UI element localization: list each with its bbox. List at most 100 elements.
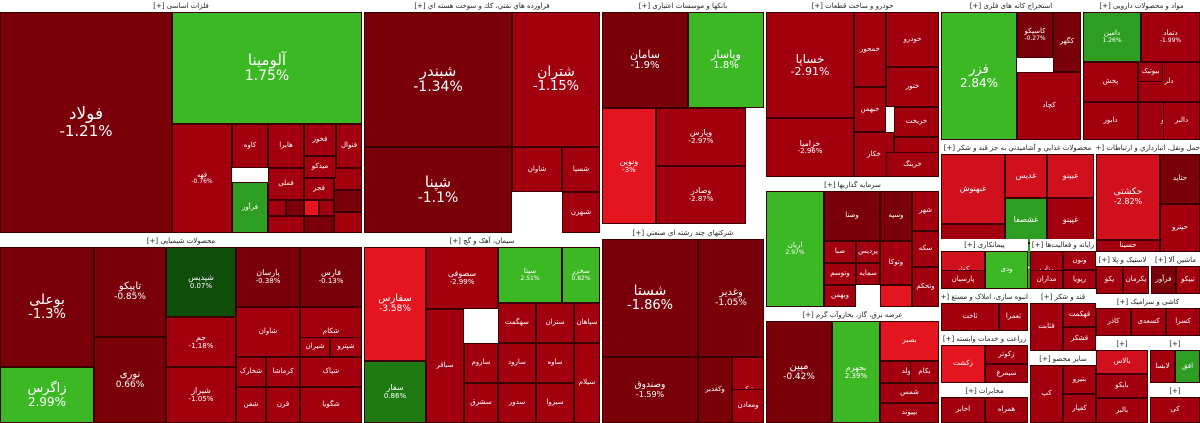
sector-title[interactable]: محصولات شیمیایی [+] (0, 235, 362, 247)
minor-stock-tile[interactable] (268, 216, 304, 233)
sector-title[interactable]: فراورده هاي نفتي، كك و سوخت هسته اي [+] (364, 0, 600, 12)
stock-tile[interactable]: فملی (268, 168, 304, 200)
stock-tile[interactable]: شبهرن (562, 192, 600, 233)
stock-tile[interactable]: پکرمان (1123, 266, 1149, 294)
stock-tile[interactable]: شبندر -1.34% (364, 12, 512, 147)
sector-title[interactable]: استخراج کانه های فلزی [+] (941, 0, 1081, 12)
sector-title[interactable]: پیمانکاری [+] (941, 239, 1028, 251)
stock-tile[interactable]: سیمرغ (985, 364, 1028, 383)
stock-tile[interactable]: حسینا (1096, 240, 1160, 252)
stock-tile[interactable]: فرآور (1151, 266, 1176, 294)
stock-tile[interactable]: شپترو (330, 337, 362, 357)
stock-tile[interactable]: کاوه (232, 124, 268, 168)
sector-title[interactable]: بانکها و موسسات اعتباری [+] (602, 0, 764, 12)
stock-tile[interactable]: زکوثر (985, 345, 1028, 364)
stock-tile[interactable]: ونون (1063, 251, 1096, 270)
minor-stock-tile[interactable] (334, 168, 362, 190)
minor-stock-tile[interactable] (286, 200, 304, 216)
stock-tile[interactable]: قثابت (1030, 303, 1063, 351)
minor-stock-tile[interactable] (304, 216, 334, 233)
stock-tile[interactable]: قرن (266, 387, 300, 423)
stock-tile[interactable]: وتوسم (824, 263, 856, 285)
stock-tile[interactable]: شهر (912, 191, 939, 231)
sector-title[interactable]: خودرو و ساخت قطعات [+] (766, 0, 939, 12)
sector-title[interactable]: [+] (1150, 385, 1200, 397)
stock-tile[interactable]: فهه -0.76% (172, 124, 232, 233)
stock-tile[interactable]: پارسان -0.38% (236, 247, 300, 307)
stock-tile[interactable]: ستران (536, 303, 574, 343)
sector-title[interactable]: زراعت و خدمات وابسته [+] (941, 333, 1028, 345)
minor-stock-tile[interactable] (334, 212, 362, 233)
stock-tile[interactable]: ومعادن (732, 389, 764, 423)
stock-tile[interactable]: بپیوند (880, 403, 939, 423)
stock-tile[interactable]: شپاک (300, 357, 362, 387)
stock-tile[interactable]: کی (1150, 397, 1200, 423)
stock-tile[interactable]: غبینو (1047, 154, 1094, 198)
stock-tile[interactable]: شپنا -1.1% (364, 147, 512, 233)
stock-tile[interactable]: ونوین -3% (602, 108, 656, 224)
stock-tile[interactable]: فجر (304, 178, 334, 200)
stock-tile[interactable]: دالبر (1163, 102, 1200, 140)
stock-tile[interactable]: وپارس -2.97% (656, 108, 746, 166)
stock-tile[interactable]: شخارک (236, 357, 266, 387)
stock-tile[interactable]: خساپا -2.91% (766, 12, 854, 118)
stock-tile[interactable]: شپدیس 0.07% (166, 247, 236, 317)
stock-tile[interactable]: شاوان (236, 307, 300, 357)
stock-tile[interactable]: اخابر (941, 397, 985, 423)
stock-tile[interactable]: خزامیا -2.96% (766, 118, 854, 177)
stock-tile[interactable]: بکام (910, 361, 939, 383)
stock-tile[interactable]: خودرو (886, 12, 939, 67)
stock-tile[interactable]: بوعلی -1.3% (0, 247, 94, 367)
stock-tile[interactable]: مپین -0.42% (766, 321, 832, 423)
stock-tile[interactable]: ساروم (464, 343, 498, 383)
stock-tile[interactable]: کرماشا (266, 357, 300, 387)
sector-title[interactable]: سیمان، آهک و گچ [+] (364, 235, 600, 247)
sector-title[interactable]: [+] (1096, 338, 1148, 350)
stock-tile[interactable]: فارس -0.13% (300, 247, 362, 307)
stock-tile[interactable]: شمس (880, 383, 939, 403)
stock-tile[interactable]: شستا -1.86% (602, 239, 698, 357)
stock-tile[interactable]: غدیس (1005, 154, 1047, 198)
stock-tile[interactable]: پخش (1083, 62, 1138, 102)
sector-title[interactable]: عرضه برق، گاز، بخاروآب گرم [+] (766, 309, 939, 321)
stock-tile[interactable]: خبهمن (854, 87, 886, 132)
minor-stock-tile[interactable] (319, 200, 334, 216)
stock-tile[interactable]: سشرق (464, 383, 498, 423)
stock-tile[interactable]: بالاس (1096, 350, 1148, 374)
stock-tile[interactable]: وسپه (880, 191, 912, 241)
stock-tile[interactable]: صبا (824, 241, 856, 263)
stock-tile[interactable]: بتیرو (1063, 365, 1096, 394)
minor-stock-tile[interactable] (880, 285, 912, 307)
stock-tile[interactable]: فولاد -1.21% (0, 12, 172, 233)
stock-tile[interactable]: حپترو (1160, 204, 1200, 252)
stock-tile[interactable]: کپ (1030, 365, 1063, 423)
sector-title[interactable]: لاستیک و پلا [+] (1096, 254, 1149, 266)
sector-title[interactable]: ماشین آلا [+] (1151, 254, 1200, 266)
stock-tile[interactable]: سباقر (426, 309, 464, 423)
stock-tile[interactable]: کگهر (1053, 12, 1081, 72)
stock-tile[interactable]: شیران (300, 337, 330, 357)
stock-tile[interactable]: کچاد (1017, 72, 1081, 140)
stock-tile[interactable]: بیوتیک (1138, 62, 1163, 82)
stock-tile[interactable]: رپویا (1063, 270, 1096, 289)
stock-tile[interactable]: کاذر (1096, 308, 1131, 336)
stock-tile[interactable]: هایرا (268, 124, 304, 168)
minor-stock-tile[interactable] (268, 200, 286, 216)
stock-tile[interactable]: دابور (1083, 102, 1138, 140)
stock-tile[interactable]: سفارس -3.58% (364, 247, 426, 361)
stock-tile[interactable]: شتران -1.15% (512, 12, 600, 147)
stock-tile[interactable]: فرآور (232, 182, 268, 233)
stock-tile[interactable]: جم -1.18% (166, 317, 236, 367)
sector-title[interactable]: کاشی و سرامیک [+] (1096, 296, 1200, 308)
stock-tile[interactable]: وکغدیر (698, 357, 732, 423)
stock-tile[interactable]: تاپیکو -0.85% (94, 247, 166, 337)
stock-tile[interactable]: ثاخت (941, 303, 999, 331)
stock-tile[interactable]: غبهنوش (941, 154, 1005, 224)
stock-tile[interactable]: خریخت (894, 107, 939, 137)
stock-tile[interactable]: مداران (1030, 270, 1063, 289)
stock-tile[interactable]: وصنا (824, 191, 880, 241)
stock-tile[interactable]: وبهمن (824, 285, 856, 307)
stock-tile[interactable]: وتحکم (912, 267, 939, 307)
stock-tile[interactable]: سهگمت (498, 303, 536, 343)
sector-title[interactable]: سرمایه گذاریها [+] (766, 179, 939, 191)
